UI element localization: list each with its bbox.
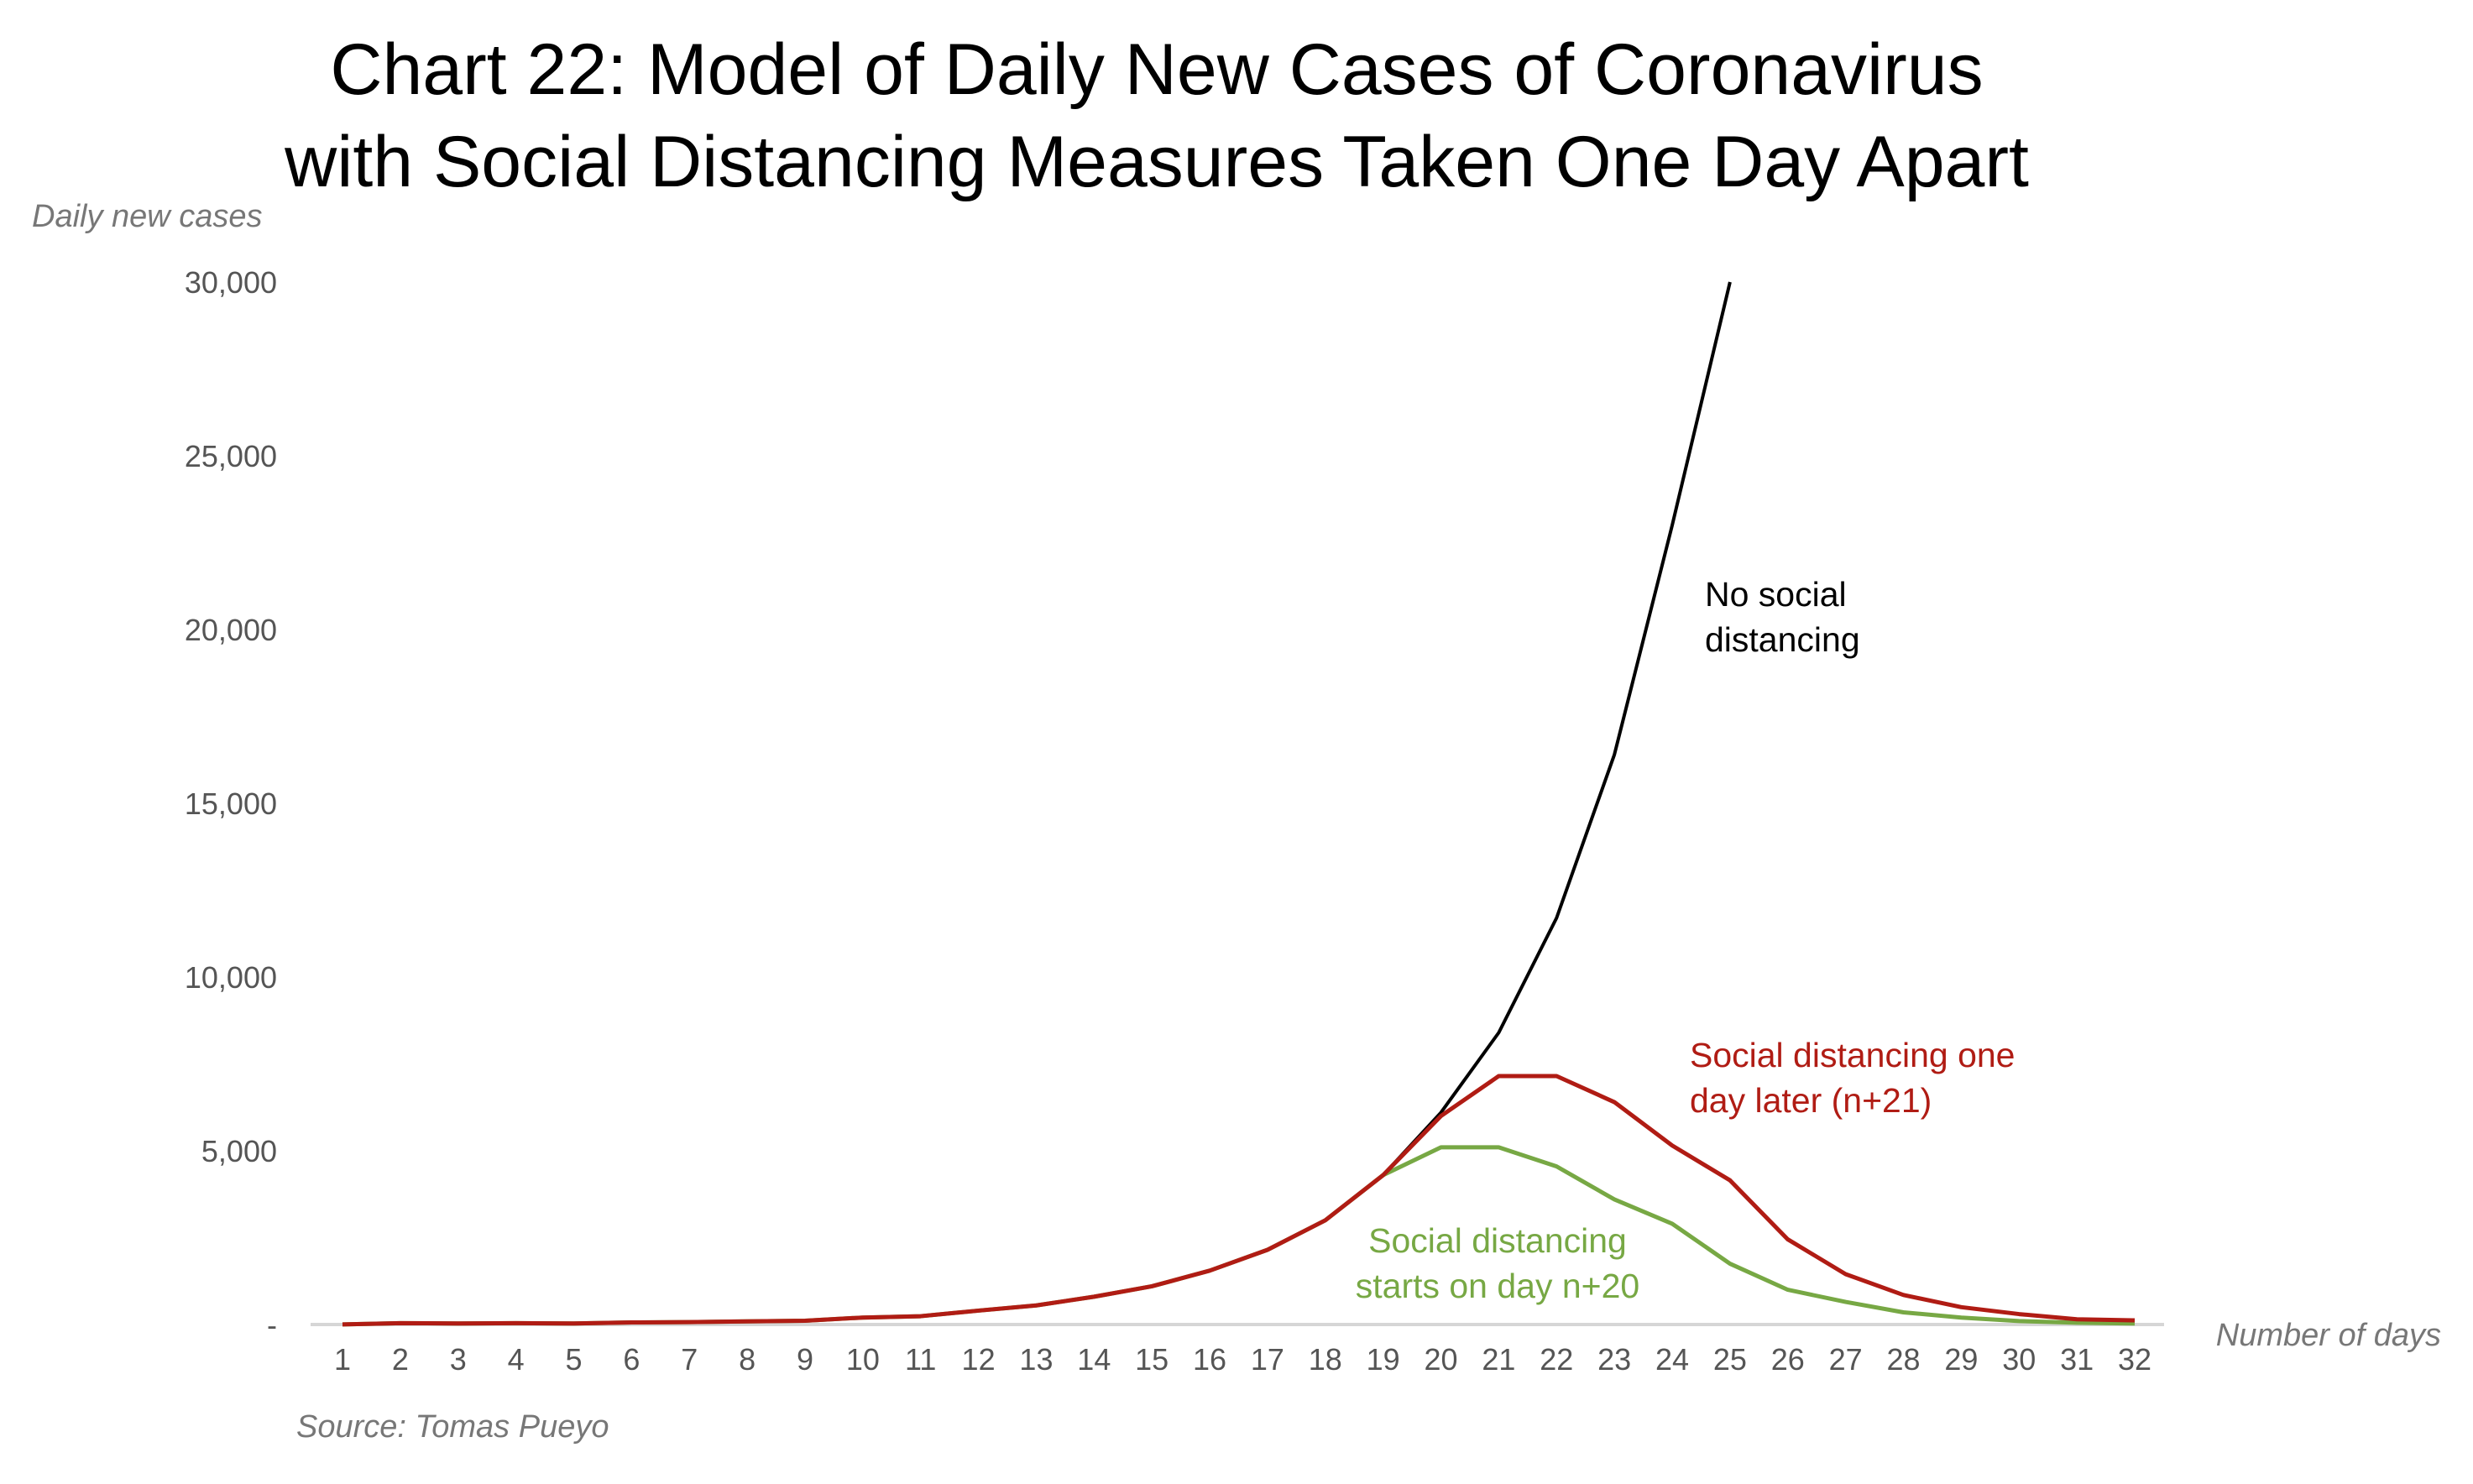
x-tick-label: 2 [392, 1342, 409, 1377]
y-tick-label: - [267, 1308, 277, 1342]
annotation-red: day later (n+21) [1690, 1081, 1932, 1120]
x-tick-label: 32 [2118, 1342, 2151, 1377]
x-tick-label: 24 [1655, 1342, 1689, 1377]
annotation-red: Social distancing one [1690, 1036, 2015, 1074]
x-tick-label: 5 [565, 1342, 582, 1377]
x-axis-label: Number of days [2216, 1318, 2441, 1353]
series-line-no-distancing [342, 281, 1732, 1326]
series-line-red-n21 [342, 1074, 2136, 1327]
x-tick-label: 1 [334, 1342, 351, 1377]
annotation-black: distancing [1705, 620, 1860, 659]
annotation-black: No social [1705, 575, 1847, 614]
x-tick-label: 16 [1193, 1342, 1226, 1377]
annotation-green: Social distancing [1368, 1221, 1627, 1260]
y-axis-label: Daily new cases [32, 199, 263, 234]
x-tick-label: 14 [1077, 1342, 1111, 1377]
x-tick-label: 11 [905, 1342, 936, 1377]
y-tick-label: 20,000 [185, 613, 277, 647]
x-tick-label: 30 [2002, 1342, 2036, 1377]
y-tick-label: 30,000 [185, 265, 277, 300]
x-tick-label: 12 [962, 1342, 996, 1377]
chart-title-line-1: Chart 22: Model of Daily New Cases of Co… [330, 29, 1983, 110]
x-tick-label: 3 [450, 1342, 467, 1377]
x-tick-label: 15 [1135, 1342, 1169, 1377]
x-tick-label: 18 [1309, 1342, 1342, 1377]
source-note: Source: Tomas Pueyo [296, 1409, 609, 1445]
x-tick-label: 19 [1367, 1342, 1400, 1377]
y-tick-label: 10,000 [185, 960, 277, 995]
x-tick-label: 17 [1251, 1342, 1284, 1377]
x-tick-label: 21 [1482, 1342, 1515, 1377]
x-tick-label: 22 [1540, 1342, 1573, 1377]
x-tick-label: 29 [1944, 1342, 1978, 1377]
x-tick-label: 27 [1829, 1342, 1863, 1377]
x-tick-label: 23 [1597, 1342, 1631, 1377]
y-tick-label: 5,000 [201, 1134, 277, 1168]
x-tick-label: 20 [1425, 1342, 1458, 1377]
x-tick-label: 25 [1713, 1342, 1747, 1377]
x-tick-label: 10 [846, 1342, 880, 1377]
x-tick-label: 31 [2060, 1342, 2094, 1377]
x-tick-label: 28 [1886, 1342, 1920, 1377]
x-tick-label: 26 [1771, 1342, 1805, 1377]
x-tick-label: 8 [739, 1342, 755, 1377]
x-tick-label: 6 [623, 1342, 640, 1377]
x-tick-label: 9 [797, 1342, 813, 1377]
y-tick-label: 25,000 [185, 439, 277, 473]
annotation-green: starts on day n+20 [1356, 1267, 1639, 1305]
chart-title-line-2: with Social Distancing Measures Taken On… [284, 122, 2029, 202]
x-tick-label: 4 [508, 1342, 525, 1377]
x-tick-label: 7 [681, 1342, 698, 1377]
y-tick-label: 15,000 [185, 786, 277, 821]
x-tick-label: 13 [1019, 1342, 1053, 1377]
series-line-green-n20 [342, 1145, 2136, 1327]
